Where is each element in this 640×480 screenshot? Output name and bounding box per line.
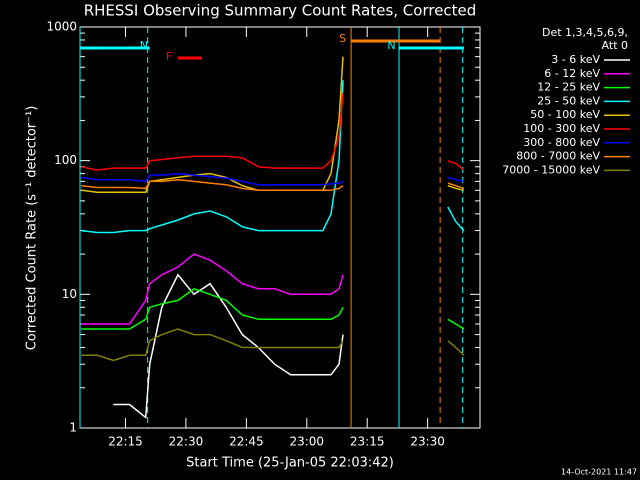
y-tick-label: 100 — [54, 153, 77, 167]
x-axis-label: Start Time (25-Jan-05 22:03:42) — [186, 456, 394, 471]
flag-label: N — [387, 39, 395, 52]
legend-label: 100 - 300 keV — [523, 122, 600, 135]
y-axis-label: Corrected Count Rate (s⁻¹ detector⁻¹) — [25, 106, 40, 351]
legend-label: 50 - 100 keV — [530, 108, 600, 121]
legend-label: 800 - 7000 keV — [516, 150, 600, 163]
legend-label: 7000 - 15000 keV — [502, 163, 600, 176]
x-tick-label: 23:15 — [350, 435, 385, 449]
legend-label: 300 - 800 keV — [523, 136, 600, 149]
flag-label: S — [339, 32, 346, 45]
x-tick-label: 22:45 — [229, 435, 264, 449]
x-tick-label: 22:30 — [169, 435, 204, 449]
series-line — [113, 273, 344, 419]
series-line — [81, 178, 465, 192]
legend-label: 6 - 12 keV — [544, 67, 600, 80]
chart-title: RHESSI Observing Summary Count Rates, Co… — [84, 2, 477, 20]
x-tick-label: 23:30 — [410, 435, 445, 449]
y-tick-label: 1000 — [46, 20, 77, 34]
footer: 14-Oct-2021 11:47 — [561, 468, 637, 477]
series-line — [81, 328, 465, 362]
series-line — [81, 93, 465, 171]
series-line — [81, 253, 344, 325]
series-line — [81, 56, 465, 194]
legend-title: Att 0 — [602, 39, 628, 52]
legend-label: 3 - 6 keV — [551, 53, 600, 66]
series-line — [81, 172, 465, 186]
x-tick-label: 22:15 — [108, 435, 143, 449]
flag-label: F — [166, 50, 172, 63]
y-tick-label: 1 — [69, 421, 77, 435]
legend-label: 12 - 25 keV — [537, 81, 600, 94]
legend-title: Det 1,3,4,5,6,9, — [542, 26, 628, 39]
y-tick-label: 10 — [62, 287, 77, 301]
series-line — [81, 80, 465, 234]
flag-label: N — [140, 39, 148, 52]
legend-label: 25 - 50 keV — [537, 94, 600, 107]
x-tick-label: 23:00 — [289, 435, 324, 449]
series-line — [81, 287, 465, 330]
